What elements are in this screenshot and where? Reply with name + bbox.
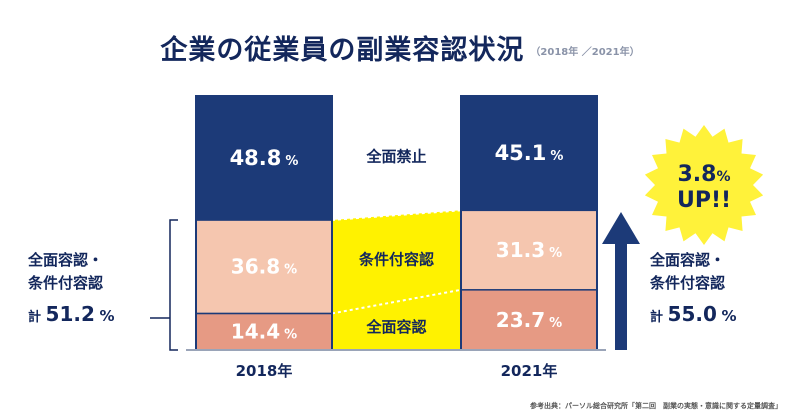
right-summary-prefix: 計 [650, 310, 664, 325]
series-label-条件付容認: 条件付容認 [358, 250, 434, 268]
right-summary-total: 計 55.0 % [650, 303, 736, 329]
left-summary-value: 51.2 [45, 302, 95, 326]
connector-mid-dashed [331, 288, 462, 315]
badge-starburst [644, 125, 764, 245]
chart-title-text: 企業の従業員の副業容認状況 [160, 35, 525, 66]
right-summary-line2: 条件付容認 [650, 274, 726, 292]
left-summary-prefix: 計 [28, 310, 42, 325]
badge-text: UP!! [677, 188, 731, 213]
series-label-全面容認: 全面容認 [365, 318, 426, 336]
right-summary-value: 55.0 [667, 302, 717, 326]
bar-2021年-条件付容認 [460, 209, 598, 291]
connector-band [332, 210, 461, 350]
bar-2018年-全面容認 [195, 312, 333, 351]
left-summary-line1: 全面容認・ [28, 251, 104, 269]
bar-2021年-全面禁止 [460, 94, 598, 212]
chart-title: 企業の従業員の副業容認状況 （2018年 ／2021年） [0, 28, 800, 67]
bar-2018年-全面禁止 [195, 95, 333, 221]
x-tick-2021年: 2021年 [501, 362, 558, 380]
data-label-2018年-条件付容認: 36.8% [231, 255, 297, 279]
series-label-全面禁止: 全面禁止 [365, 147, 426, 165]
left-summary: 全面容認・ 条件付容認 計 51.2 % [28, 249, 114, 329]
left-summary-total: 計 51.2 % [28, 303, 114, 329]
left-summary-line2: 条件付容認 [28, 274, 104, 292]
left-bracket [169, 219, 178, 351]
right-summary-line1: 全面容認・ [650, 251, 726, 269]
right-summary-unit: % [721, 307, 737, 325]
up-arrow-shaft [615, 240, 627, 350]
left-summary-unit: % [99, 307, 115, 325]
up-arrow-head [602, 212, 640, 244]
chart-subtitle: （2018年 ／2021年） [530, 47, 640, 58]
x-tick-2018年: 2018年 [236, 362, 293, 380]
right-summary: 全面容認・ 条件付容認 計 55.0 % [650, 249, 736, 329]
source-note: 参考出典：パーソル総合研究所「第二回 副業の実態・意識に関する定量調査」 [530, 402, 782, 410]
